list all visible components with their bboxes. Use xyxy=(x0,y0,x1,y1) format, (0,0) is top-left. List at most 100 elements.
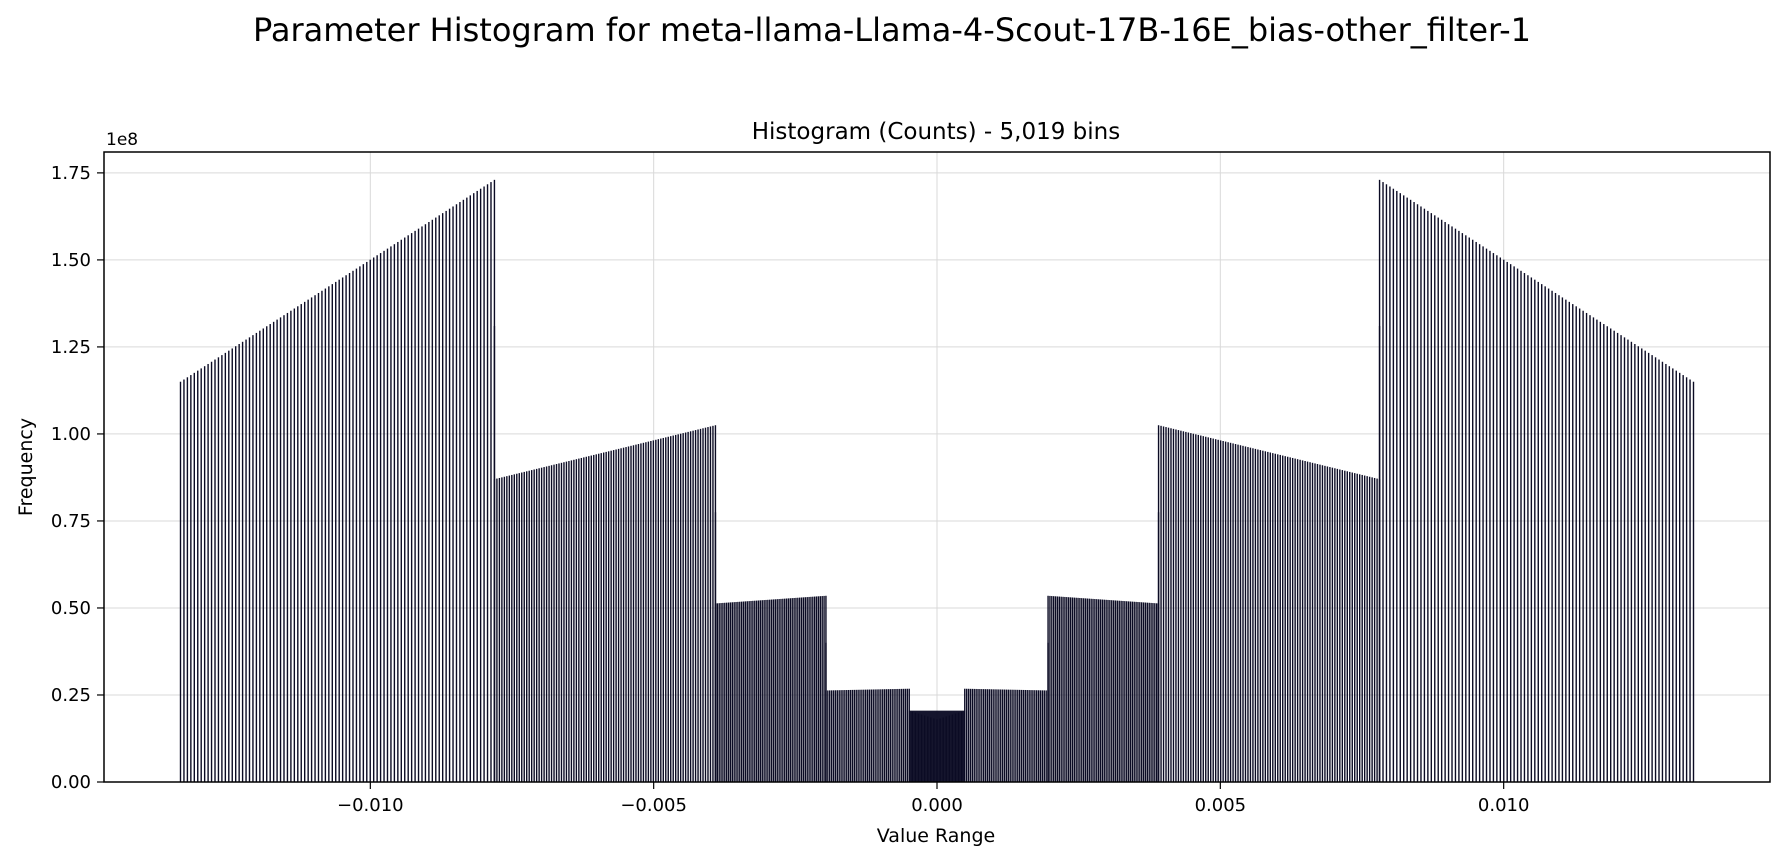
histogram-bar-450 xyxy=(1242,445,1244,782)
histogram-bar-351 xyxy=(1043,690,1045,782)
histogram-bar-247 xyxy=(829,690,831,782)
histogram-bar-331 xyxy=(1005,689,1008,782)
x-axis-tick-label-4: 0.010 xyxy=(1478,795,1530,816)
histogram-bar-473 xyxy=(1299,459,1301,782)
histogram-bar-426 xyxy=(1182,431,1185,782)
histogram-bar-374 xyxy=(1082,598,1085,782)
histogram-bar-396 xyxy=(1124,601,1126,782)
histogram-bar-494 xyxy=(1351,472,1353,782)
histogram-bar-157 xyxy=(652,440,655,782)
histogram-bar-361 xyxy=(1058,596,1061,782)
histogram-bar-233 xyxy=(806,597,808,782)
histogram-bar-488 xyxy=(1336,468,1339,782)
histogram-bar-407 xyxy=(1144,602,1147,782)
x-axis-label: Value Range xyxy=(877,825,995,847)
histogram-bar-445 xyxy=(1229,442,1232,782)
histogram-bar-433 xyxy=(1200,435,1202,782)
histogram-bar-34 xyxy=(297,306,299,782)
histogram-bar-127 xyxy=(578,458,580,782)
histogram-bar-280 xyxy=(891,689,893,782)
histogram-bar-421 xyxy=(1170,428,1172,782)
histogram-bar-410 xyxy=(1150,602,1152,782)
histogram-bar-403 xyxy=(1137,602,1139,782)
histogram-bar-378 xyxy=(1090,598,1092,782)
y-axis-ticks: 0.00 0.25 0.50 0.75 1.00 1.25 1.50 1.75 xyxy=(51,163,104,793)
histogram-bar-463 xyxy=(1274,453,1276,782)
histogram-bar-582 xyxy=(1637,346,1640,782)
histogram-bar-320 xyxy=(984,689,987,782)
histogram-bar-533 xyxy=(1468,237,1470,783)
histogram-bar-172 xyxy=(689,431,692,782)
histogram-bar-69 xyxy=(417,228,420,783)
histogram-bar-336 xyxy=(1015,689,1017,782)
histogram-bar-332 xyxy=(1007,689,1010,782)
histogram-bar-370 xyxy=(1075,597,1077,782)
histogram-bar-125 xyxy=(573,459,575,782)
histogram-bar-224 xyxy=(789,598,792,782)
histogram-bar-528 xyxy=(1451,226,1453,783)
histogram-bar-124 xyxy=(570,460,573,782)
histogram-bar-432 xyxy=(1197,434,1199,782)
histogram-bar-147 xyxy=(627,446,630,782)
histogram-bar-81 xyxy=(459,202,461,782)
histogram-bar-570 xyxy=(1596,319,1598,782)
histogram-bar-436 xyxy=(1207,437,1209,782)
histogram-bar-156 xyxy=(650,440,652,782)
histogram-bar-341 xyxy=(1024,689,1027,782)
histogram-bar-10 xyxy=(214,359,216,782)
histogram-bar-39 xyxy=(314,295,316,782)
histogram-bar-98 xyxy=(506,476,508,782)
figure-suptitle: Parameter Histogram for meta-llama-Llama… xyxy=(252,11,1532,49)
histogram-bar-263 xyxy=(859,689,861,782)
histogram-bar-242 xyxy=(823,595,825,782)
histogram-bar-468 xyxy=(1286,456,1289,782)
histogram-bar-6 xyxy=(200,368,202,782)
histogram-bar-265 xyxy=(863,689,865,782)
histogram-bar-194 xyxy=(733,602,735,782)
histogram-bar-593 xyxy=(1675,370,1677,782)
histogram-bar-254 xyxy=(842,690,844,782)
histogram-bar-512 xyxy=(1396,190,1398,783)
y-axis-tick-label-6: 1.50 xyxy=(51,250,91,271)
histogram-bar-425 xyxy=(1180,430,1182,782)
histogram-bar-335 xyxy=(1013,689,1015,782)
histogram-bar-364 xyxy=(1064,596,1066,782)
histogram-bar-267 xyxy=(866,689,869,782)
histogram-bar-349 xyxy=(1039,690,1042,782)
histogram-bar-418 xyxy=(1162,426,1165,782)
histogram-bar-18 xyxy=(241,341,244,782)
histogram-bar-477 xyxy=(1309,462,1311,782)
histogram-bar-529 xyxy=(1454,228,1457,783)
histogram-bar-170 xyxy=(684,432,687,782)
histogram-bar-159 xyxy=(657,439,660,782)
histogram-bar-409 xyxy=(1148,602,1150,782)
histogram-bar-175 xyxy=(697,429,699,782)
histogram-bar-94 xyxy=(496,478,498,782)
histogram-bar-430 xyxy=(1192,433,1195,782)
histogram-bar-566 xyxy=(1582,310,1584,782)
histogram-bar-259 xyxy=(851,689,854,782)
histogram-bar-344 xyxy=(1030,690,1032,782)
histogram-bar-268 xyxy=(868,689,871,782)
histogram-bar-465 xyxy=(1279,454,1281,782)
histogram-bar-568 xyxy=(1589,315,1591,782)
histogram-bar-386 xyxy=(1105,599,1107,782)
histogram-bar-149 xyxy=(632,445,635,782)
histogram-bar-333 xyxy=(1009,689,1011,782)
histogram-bar-521 xyxy=(1427,210,1429,782)
histogram-bar-429 xyxy=(1190,433,1192,782)
histogram-bar-108 xyxy=(530,470,533,782)
histogram-bar-451 xyxy=(1244,446,1247,782)
histogram-bar-64 xyxy=(400,239,402,783)
histogram-bar-590 xyxy=(1665,363,1667,782)
histogram-bar-358 xyxy=(1052,596,1055,782)
histogram-bar-120 xyxy=(560,462,563,782)
histogram-bar-273 xyxy=(878,689,880,782)
histogram-bar-569 xyxy=(1592,317,1595,782)
histogram-bar-95 xyxy=(498,477,501,782)
histogram-bar-524 xyxy=(1437,217,1439,783)
histogram-bar-78 xyxy=(448,208,451,783)
histogram-bar-556 xyxy=(1547,288,1550,782)
histogram-bar-3 xyxy=(190,375,192,782)
histogram-bar-61 xyxy=(390,246,392,783)
